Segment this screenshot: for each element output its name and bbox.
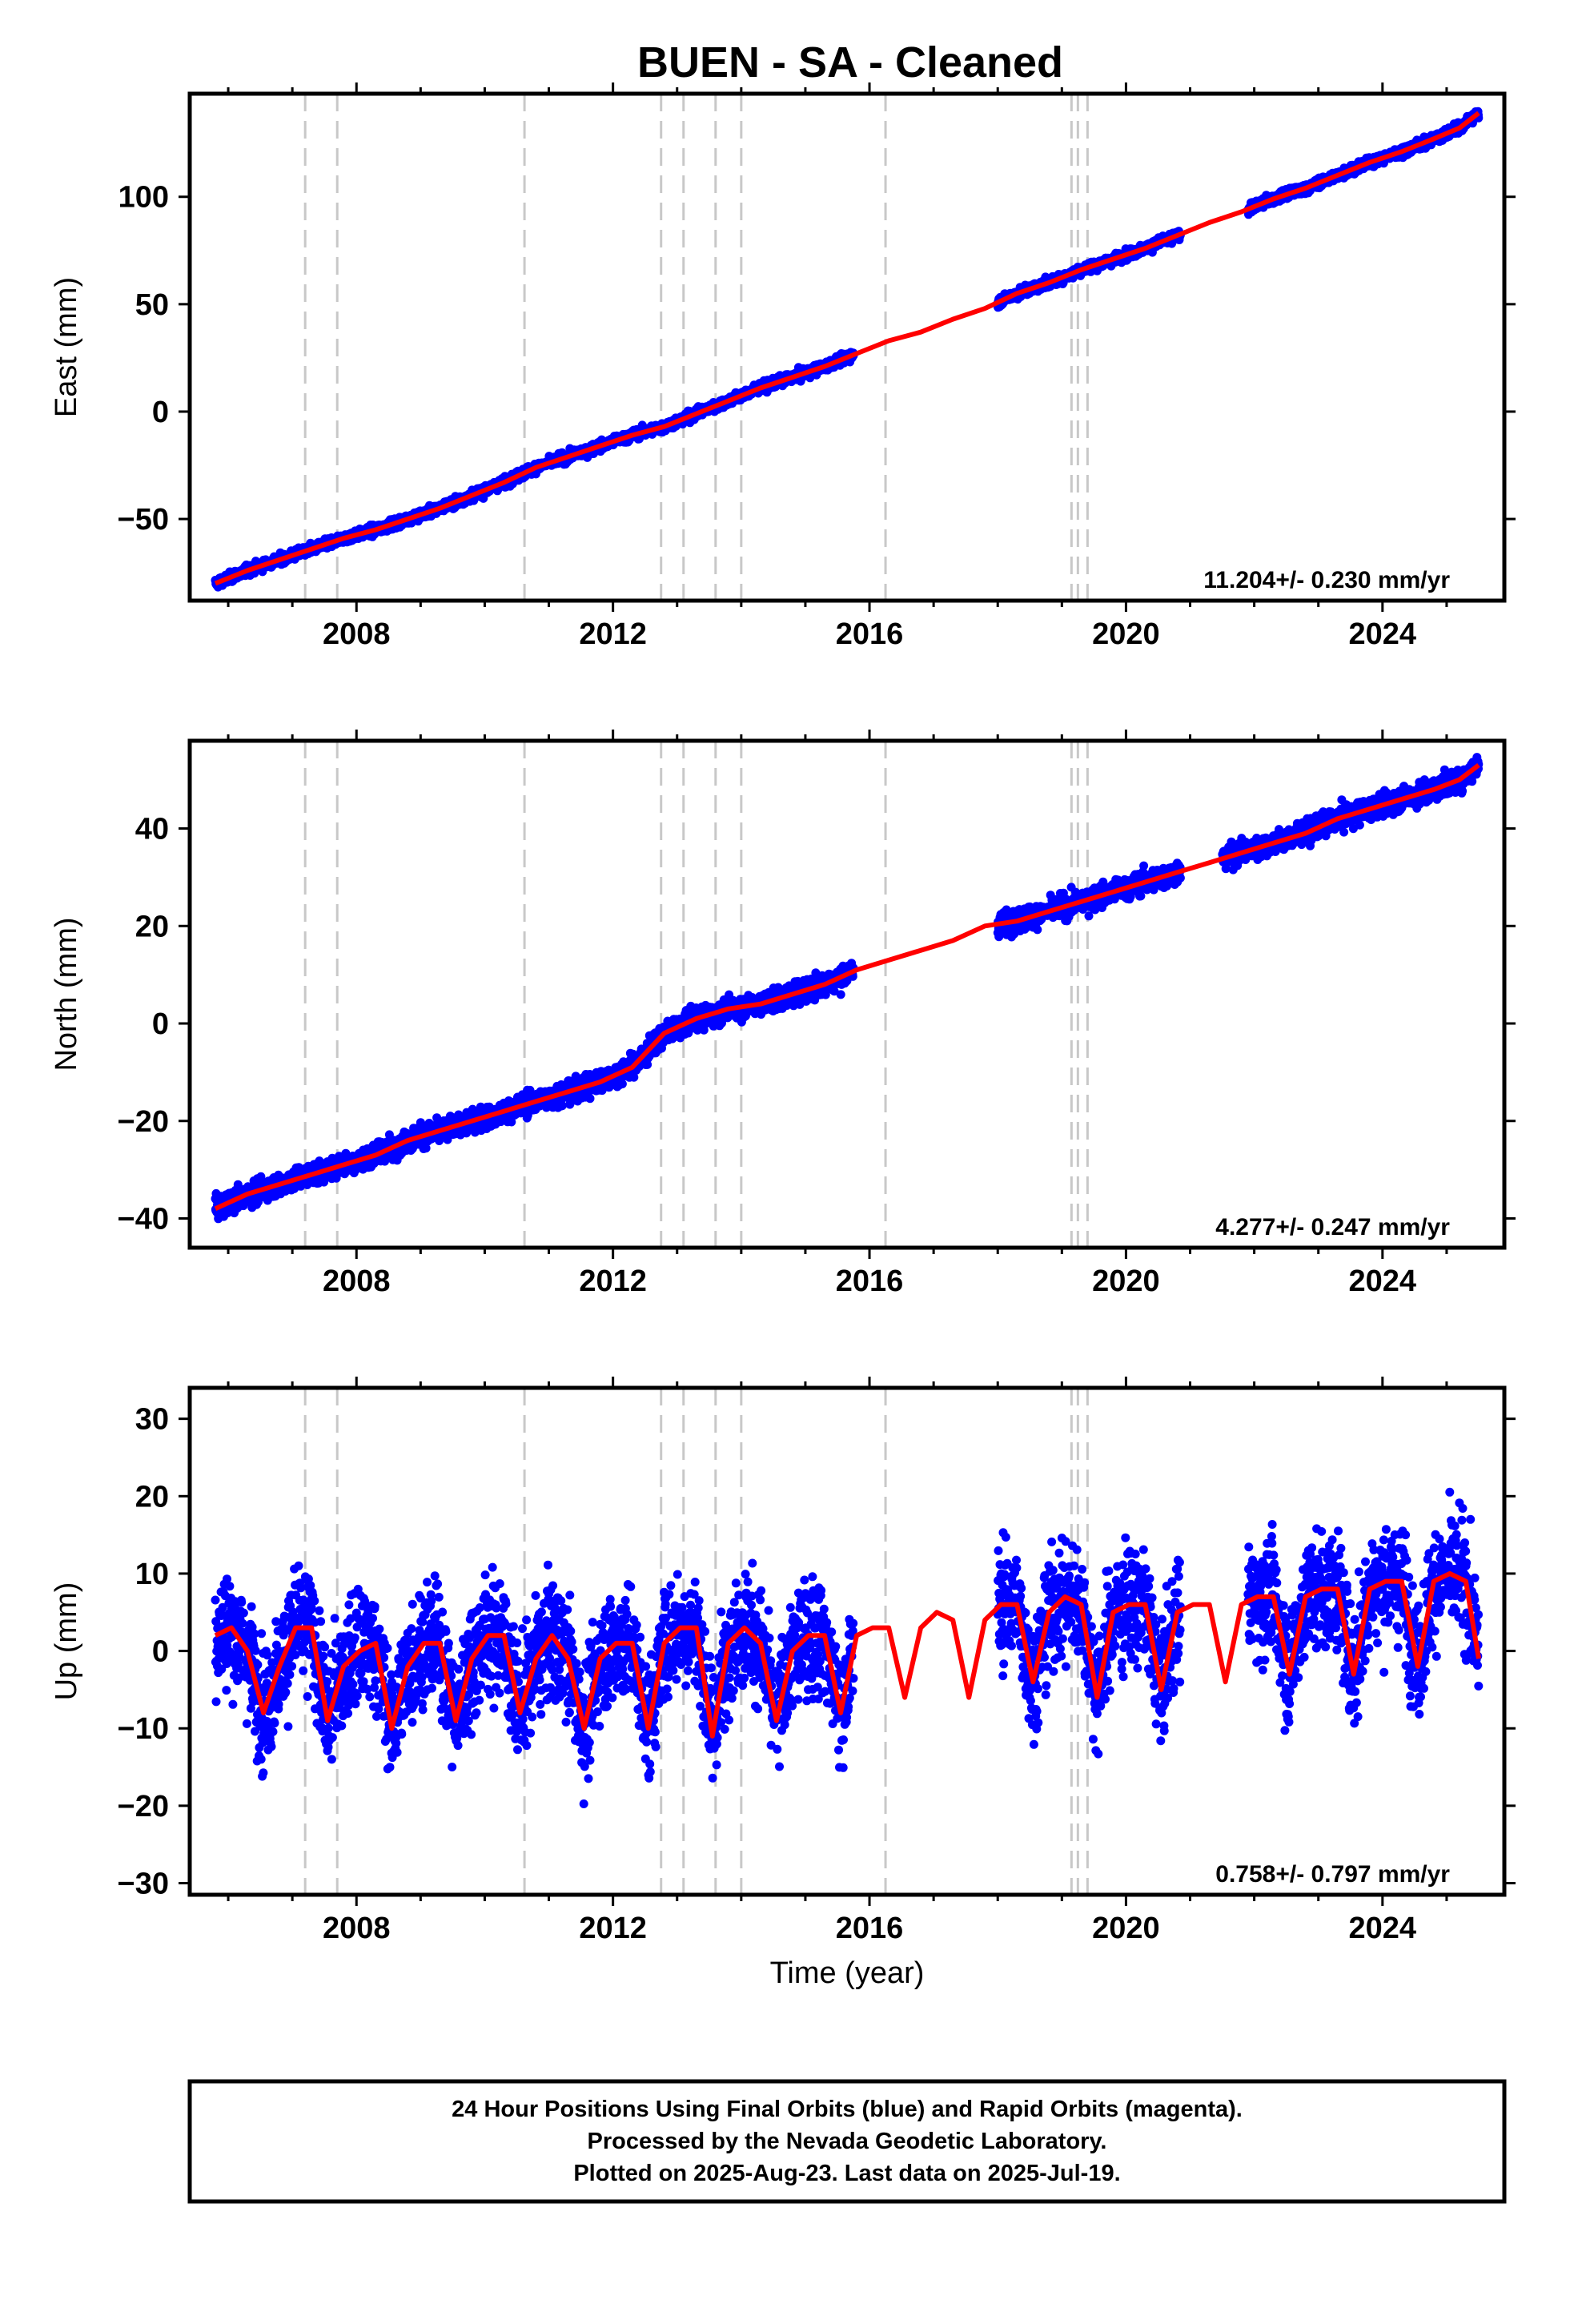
x-tick-label: 2020	[1092, 617, 1160, 651]
y-axis-label: East (mm)	[50, 277, 83, 417]
x-tick-label: 2024	[1349, 617, 1417, 651]
east-panel: 2008 2012 2016 2020 2024 −50 0 50 100 East (mm) 11…	[50, 82, 1516, 651]
x-tick-label: 2012	[579, 617, 647, 651]
y-tick-label: −50	[118, 503, 169, 537]
y-tick-label: 100	[118, 181, 169, 215]
y-tick-label: 50	[135, 288, 169, 322]
fit-line	[214, 111, 1480, 586]
y-axis: −50 0 50 100	[118, 181, 1516, 537]
chart-title: BUEN - SA - Cleaned	[637, 38, 1063, 86]
x-tick-label: 2008	[323, 617, 391, 651]
break-lines	[303, 741, 1089, 1248]
x-axis: 2008 2012 2016 2020 2024	[227, 82, 1448, 651]
rate-label: 11.204+/- 0.230 mm/yr	[1203, 567, 1450, 593]
data-point	[421, 1144, 431, 1153]
x-tick-label: 2016	[836, 617, 904, 651]
plot-frame	[187, 91, 1507, 603]
y-tick-label: 0	[152, 396, 169, 429]
data-points	[211, 753, 1484, 1224]
break-lines	[303, 94, 1089, 601]
data-point	[435, 1136, 444, 1145]
